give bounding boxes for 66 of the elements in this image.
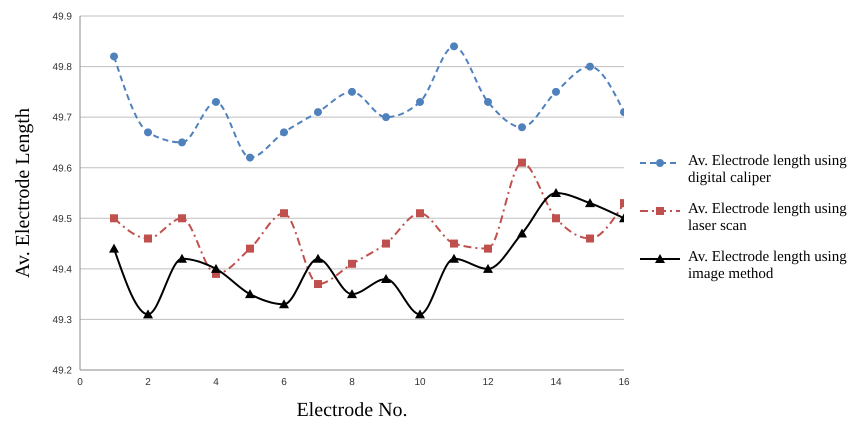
point: [449, 254, 459, 263]
point: [586, 234, 594, 243]
point: [280, 209, 288, 218]
point: [347, 289, 357, 298]
point: [415, 309, 425, 318]
point: [211, 264, 221, 273]
point: [314, 280, 322, 288]
point: [450, 42, 458, 50]
x-tick-label: 0: [77, 377, 84, 388]
y-tick-label: 49.2: [52, 366, 72, 377]
point: [144, 128, 152, 136]
point: [313, 254, 323, 263]
point: [484, 98, 492, 106]
point: [552, 214, 560, 222]
point: [484, 244, 492, 253]
point: [381, 274, 391, 283]
point: [280, 128, 288, 136]
point: [552, 88, 560, 96]
point: [110, 214, 118, 222]
point: [450, 240, 458, 248]
point: [382, 240, 390, 248]
point: [518, 158, 526, 167]
x-tick-label: 4: [213, 377, 220, 388]
x-tick-label: 8: [349, 377, 356, 388]
point: [551, 188, 561, 197]
x-tick-label: 14: [550, 377, 562, 388]
point: [518, 123, 526, 132]
y-tick-label: 49.6: [52, 163, 72, 174]
point: [178, 214, 186, 222]
point: [109, 244, 119, 253]
x-tick-label: 16: [618, 377, 630, 388]
point: [144, 234, 152, 243]
point: [178, 138, 186, 146]
y-tick-label: 49.5: [52, 214, 72, 225]
point: [245, 289, 255, 298]
y-tick-label: 49.3: [52, 314, 72, 326]
x-tick-label: 12: [482, 377, 494, 388]
point: [143, 309, 153, 318]
legend-label: Av. Electrode length using digital caliper: [688, 153, 848, 187]
x-tick-label: 6: [281, 377, 288, 388]
point: [586, 62, 594, 71]
point: [585, 198, 595, 208]
point: [416, 98, 424, 106]
point: [314, 108, 322, 116]
point: [348, 88, 356, 96]
point: [212, 98, 220, 106]
point: [382, 113, 390, 122]
x-tick-label: 2: [145, 377, 152, 388]
point: [416, 209, 424, 218]
y-tick-label: 49.8: [52, 62, 72, 74]
point: [348, 260, 356, 268]
y-tick-label: 49.4: [52, 264, 72, 276]
legend-label: Av. Electrode length using image method: [688, 249, 848, 283]
point: [279, 299, 289, 308]
legend-label: Av. Electrode length using laser scan: [688, 201, 848, 235]
x-axis-title: Electrode No.: [296, 399, 408, 421]
y-axis-title: Av. Electrode Length: [12, 108, 34, 278]
point: [110, 52, 118, 60]
point: [177, 254, 187, 263]
point: [483, 264, 493, 273]
point: [246, 154, 254, 162]
y-tick-label: 49.7: [52, 112, 72, 124]
point: [517, 228, 527, 238]
point: [246, 244, 254, 253]
x-tick-label: 10: [414, 377, 426, 388]
y-tick-label: 49.9: [52, 12, 72, 23]
